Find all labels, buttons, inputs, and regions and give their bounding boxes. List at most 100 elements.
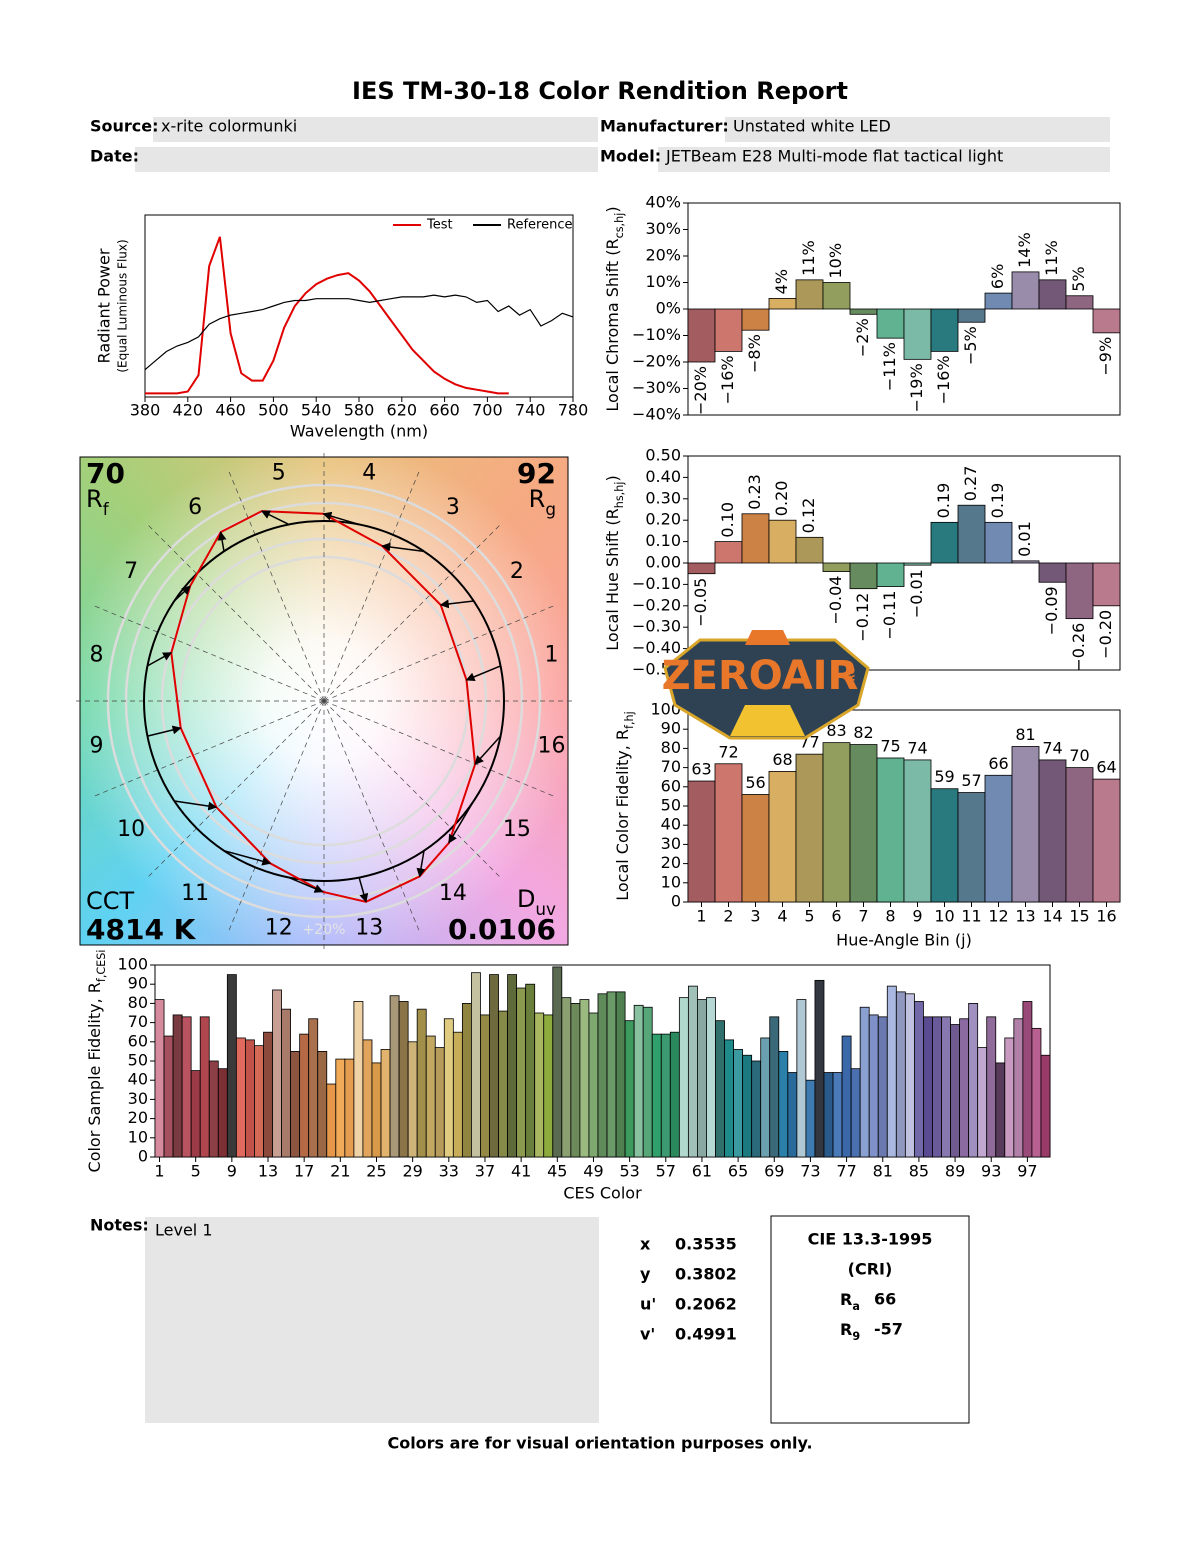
x-tick-label: 9 [912, 907, 922, 926]
bin-label: 14 [439, 881, 467, 906]
bar [849, 562, 878, 590]
coord-label: v' [640, 1325, 655, 1344]
bar [876, 562, 905, 587]
bar [1065, 295, 1094, 310]
bar [633, 1004, 644, 1158]
bin-label: 3 [446, 495, 460, 520]
bar [489, 974, 499, 1158]
coord-value: 0.4991 [675, 1325, 737, 1344]
y-axis-label-sub: cs,hj [613, 213, 626, 239]
x-tick-label: 380 [130, 401, 161, 420]
value-label: 5% [1069, 266, 1088, 291]
shift-arrow [416, 850, 426, 878]
bar [930, 521, 959, 564]
bar [317, 1051, 328, 1158]
value-label: −5% [961, 326, 980, 365]
cri-box [770, 1215, 970, 1424]
cri-label: R9 [840, 1320, 860, 1343]
bar [913, 1001, 924, 1158]
cri-label-sub: 9 [852, 1330, 860, 1343]
y-axis-label-main: Local Chroma Shift (R [603, 238, 622, 411]
shift-arrow [173, 585, 191, 602]
rg-label-sub: g [545, 499, 556, 519]
x-tick-label: 69 [764, 1162, 784, 1181]
cri-value: 66 [874, 1290, 896, 1309]
x-tick-label: 29 [402, 1162, 422, 1181]
bar [859, 1006, 870, 1158]
y-tick-label: −0.10 [632, 574, 681, 593]
bin-divider [92, 700, 325, 797]
x-tick-label: 780 [558, 401, 589, 420]
bar [326, 1083, 337, 1158]
value-label: 66 [988, 754, 1008, 773]
field-box [135, 147, 598, 172]
x-tick-label: 14 [1042, 907, 1062, 926]
value-label: 11% [1042, 240, 1061, 276]
notes-box [145, 1217, 599, 1423]
duv-label-sub: uv [535, 899, 556, 919]
bin-label: 2 [510, 559, 524, 584]
legend-label: Test [426, 218, 453, 233]
bar [687, 308, 716, 363]
bar [1011, 271, 1040, 310]
value-label: −20% [691, 366, 710, 415]
value-label: 64 [1096, 758, 1116, 777]
bar [733, 1049, 744, 1158]
field-box [725, 117, 1110, 142]
bar [181, 1016, 192, 1158]
bar [516, 987, 527, 1158]
bar [1092, 778, 1121, 903]
x-tick-label: 5 [804, 907, 814, 926]
bin-divider [146, 700, 325, 879]
bar [226, 974, 237, 1158]
x-tick-label: 61 [692, 1162, 712, 1181]
bar [235, 1037, 246, 1158]
x-tick-label: 3 [750, 907, 760, 926]
x-axis-label: CES Color [563, 1184, 642, 1203]
bar [308, 1018, 319, 1158]
cri-label: Ra [840, 1290, 860, 1313]
value-label: 4% [772, 269, 791, 294]
x-tick-label: 460 [215, 401, 246, 420]
x-tick-label: 9 [227, 1162, 237, 1181]
y-tick-label: 0 [138, 1147, 148, 1166]
x-tick-label: 25 [366, 1162, 386, 1181]
bar [822, 562, 851, 572]
value-label: −0.01 [907, 569, 926, 618]
bar [443, 1018, 454, 1158]
bar [1038, 279, 1067, 310]
cri-subtitle: (CRI) [848, 1260, 893, 1279]
bar [452, 1031, 463, 1158]
bar [461, 1003, 472, 1158]
x-tick-label: 1 [154, 1162, 164, 1181]
x-tick-label: 16 [1096, 907, 1116, 926]
y-tick-label: 80 [128, 993, 148, 1012]
value-label: −16% [934, 355, 953, 404]
x-tick-label: 740 [515, 401, 546, 420]
x-tick-label: 21 [330, 1162, 350, 1181]
bin-label: 13 [355, 916, 383, 941]
bin-label: 15 [503, 817, 531, 842]
coord-value: 0.3535 [675, 1235, 737, 1254]
bar [606, 991, 617, 1158]
value-label: 68 [772, 750, 792, 769]
y-tick-label: 30 [661, 834, 681, 853]
bar [822, 282, 851, 310]
value-label: −11% [880, 342, 899, 391]
bar [904, 993, 915, 1158]
x-tick-label: 17 [294, 1162, 314, 1181]
y-axis-label-main: Color Sample Fidelity, R [85, 982, 104, 1172]
bar [398, 1001, 409, 1158]
bar [778, 1051, 789, 1158]
bar [416, 1008, 427, 1158]
bar [1040, 1054, 1051, 1158]
bar [957, 308, 986, 323]
bar [642, 1006, 653, 1158]
bar [741, 794, 770, 903]
value-label: −0.11 [880, 591, 899, 640]
bar [760, 1037, 771, 1158]
bar [1031, 1027, 1042, 1158]
x-tick-label: 89 [945, 1162, 965, 1181]
notes-label: Notes: [90, 1216, 149, 1235]
value-label: 0.20 [772, 481, 791, 517]
